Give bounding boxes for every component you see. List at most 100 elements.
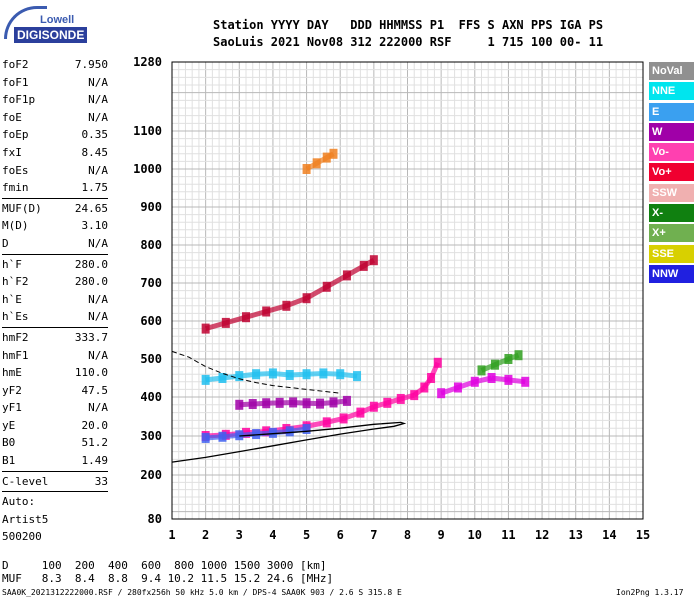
- param-value: 280.0: [74, 257, 108, 271]
- echo-trace: [326, 416, 345, 425]
- echo-trace: [440, 385, 459, 396]
- param-name: Auto:: [2, 495, 36, 509]
- x-tick-label: 8: [404, 528, 411, 542]
- legend-item: NoVal: [649, 62, 694, 80]
- echo-trace: [315, 155, 328, 166]
- echo-trace: [373, 400, 389, 410]
- y-tick-label: 1000: [133, 162, 162, 176]
- echo-trace: [493, 356, 510, 368]
- param-row: hmF1 N/A: [2, 347, 108, 365]
- param-row: hmF2 333.7: [2, 329, 108, 347]
- param-name: B0: [2, 436, 16, 450]
- param-separator: [2, 491, 108, 493]
- y-tick-label: 1280: [133, 55, 162, 69]
- echo-trace: [239, 401, 253, 408]
- param-value: 24.65: [74, 201, 108, 215]
- header-line-1: Station YYYY DAY DDD HHMMSS P1 FFS S AXN…: [213, 18, 604, 32]
- param-name: yE: [2, 418, 16, 432]
- echo-trace: [457, 379, 476, 390]
- param-value: 51.2: [81, 436, 109, 450]
- param-row: foF2 7.950: [2, 56, 108, 74]
- echo-trace: [239, 431, 257, 438]
- param-row: Auto:: [2, 493, 108, 511]
- param-row: h`F2 280.0: [2, 273, 108, 291]
- echo-trace: [305, 284, 328, 301]
- param-row: B0 51.2: [2, 434, 108, 452]
- echo-trace: [306, 370, 324, 377]
- param-value: N/A: [88, 236, 108, 250]
- legend-item: NNW: [649, 264, 694, 283]
- echo-trace: [422, 376, 434, 389]
- legend-item: X-: [649, 204, 694, 223]
- echo-trace: [400, 392, 415, 402]
- echo-trace: [245, 309, 267, 320]
- param-value: N/A: [88, 93, 108, 107]
- param-row: foE N/A: [2, 109, 108, 127]
- echo-trace: [255, 430, 274, 437]
- legend-item: E: [649, 102, 694, 121]
- param-name: B1: [2, 454, 16, 468]
- param-row: fmin 1.75: [2, 179, 108, 197]
- param-name: D: [2, 236, 9, 250]
- echo-trace: [265, 303, 288, 314]
- echo-trace: [255, 370, 274, 377]
- param-row: 500200: [2, 528, 108, 546]
- param-row: C-level 33: [2, 473, 108, 491]
- y-tick-label: 1100: [133, 124, 162, 138]
- echo-trace: [239, 371, 257, 379]
- param-separator: [2, 197, 108, 199]
- x-tick-label: 6: [337, 528, 344, 542]
- param-row: h`E N/A: [2, 291, 108, 309]
- echo-trace: [272, 370, 290, 378]
- param-name: M(D): [2, 219, 29, 233]
- y-tick-label: 400: [140, 390, 162, 404]
- echo-trace: [480, 362, 496, 373]
- param-name: h`F: [2, 257, 22, 271]
- param-separator: [2, 470, 108, 472]
- param-value: 7.950: [74, 58, 108, 71]
- echo-trace: [204, 320, 227, 332]
- param-name: fxI: [2, 145, 22, 159]
- x-tick-label: 7: [370, 528, 377, 542]
- param-row: foF1p N/A: [2, 91, 108, 109]
- legend-item: NNE: [649, 82, 694, 101]
- profile-dashed-line: [171, 350, 341, 394]
- param-row: h`Es N/A: [2, 308, 108, 326]
- param-name: foF1p: [2, 93, 36, 107]
- echo-trace: [252, 400, 267, 407]
- echo-trace: [205, 434, 223, 441]
- muf-table-muf: MUF 8.3 8.4 8.8 9.4 10.2 11.5 15.2 24.6 …: [2, 572, 334, 585]
- param-value: 0.35: [81, 128, 109, 142]
- param-value: 1.49: [81, 454, 109, 468]
- param-row: foEp 0.35: [2, 126, 108, 144]
- param-name: foE: [2, 110, 22, 124]
- footer-version: Ion2Png 1.3.17: [616, 588, 684, 597]
- echo-trace: [362, 258, 376, 269]
- param-name: yF2: [2, 383, 22, 397]
- x-tick-label: 13: [568, 528, 582, 542]
- echo-trace: [205, 375, 223, 383]
- echo-trace: [428, 361, 441, 380]
- param-name: foEp: [2, 128, 29, 142]
- y-tick-label: 800: [140, 238, 162, 252]
- echo-trace: [325, 273, 349, 289]
- param-row: yF2 47.5: [2, 382, 108, 400]
- echo-trace: [412, 385, 426, 398]
- echo-trace: [222, 373, 240, 381]
- param-value: N/A: [88, 163, 108, 177]
- echo-trace: [305, 161, 318, 172]
- plot-frame: [171, 61, 644, 520]
- y-tick-label: 700: [140, 276, 162, 290]
- param-value: 33: [94, 474, 108, 488]
- echo-trace: [319, 399, 334, 407]
- param-row: yF1 N/A: [2, 399, 108, 417]
- param-name: Artist5: [2, 512, 49, 526]
- x-tick-label: 11: [501, 528, 515, 542]
- echo-trace: [289, 426, 307, 434]
- param-value: N/A: [88, 401, 108, 415]
- legend-item: Vo+: [649, 163, 694, 182]
- x-tick-label: 1: [168, 528, 175, 542]
- y-tick-label: 900: [140, 200, 162, 214]
- param-separator: [2, 326, 108, 328]
